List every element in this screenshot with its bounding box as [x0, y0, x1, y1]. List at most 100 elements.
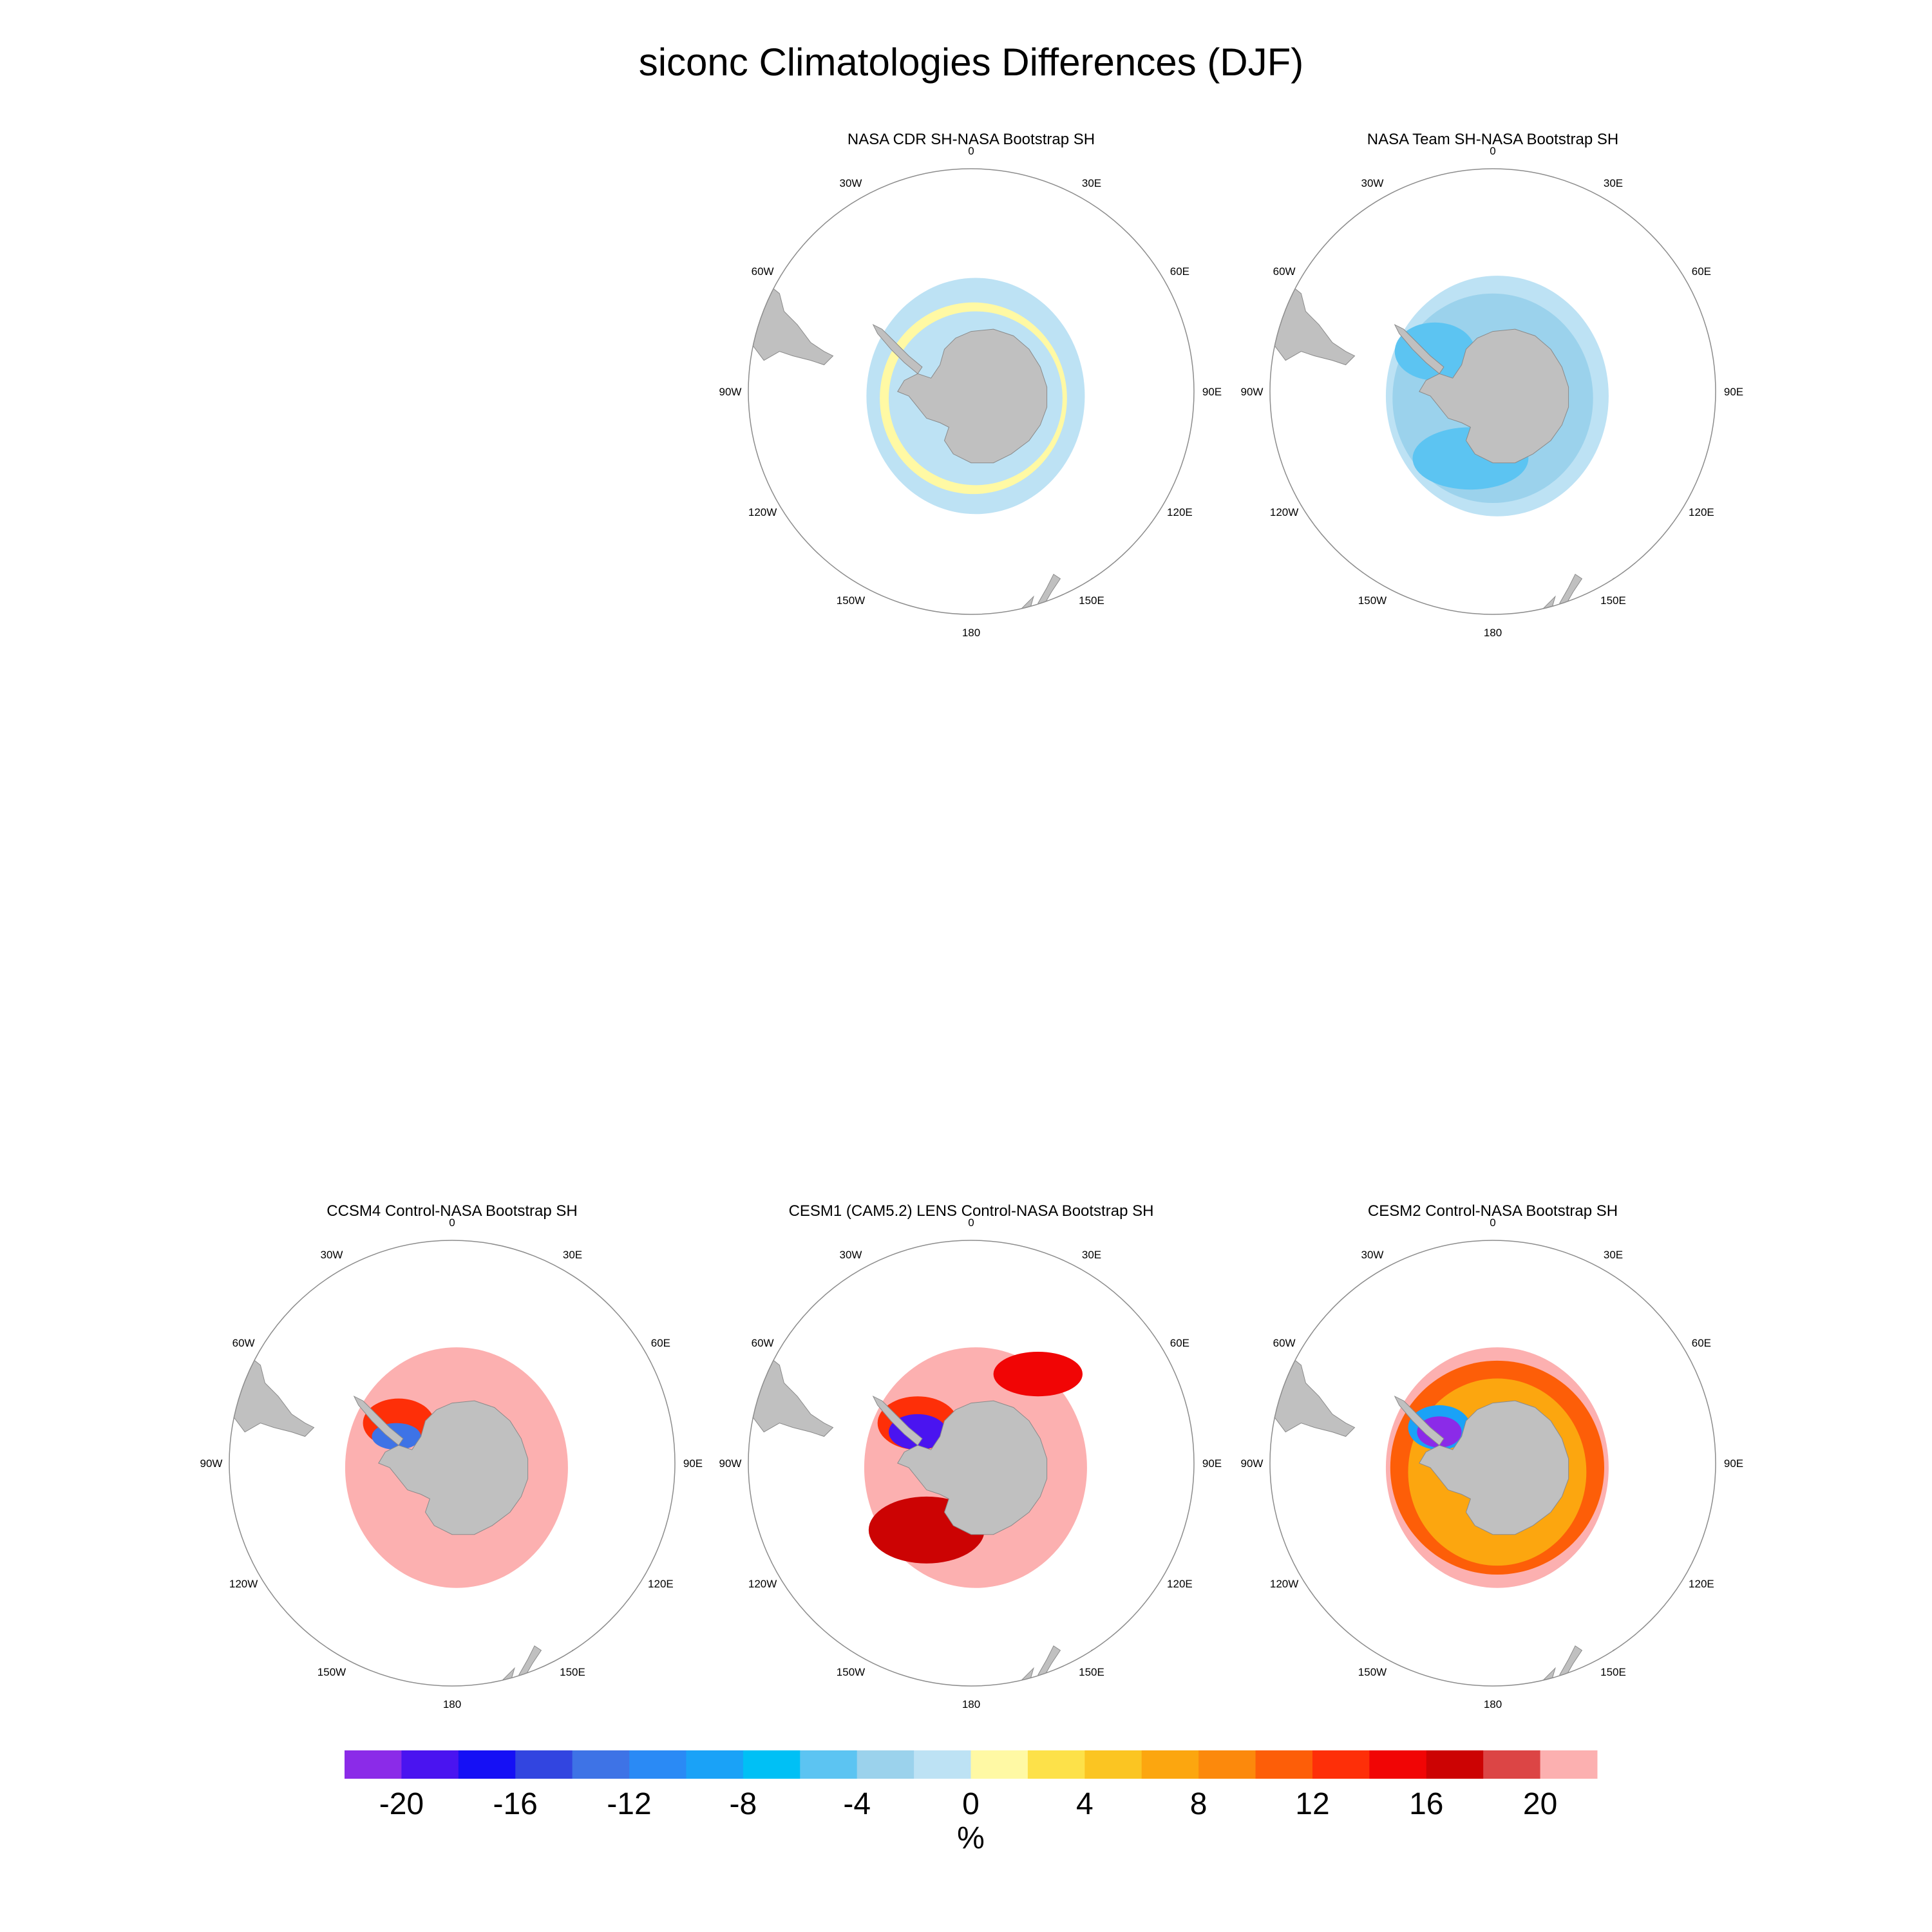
colorbar-tick-label: 20 — [1523, 1787, 1557, 1821]
longitude-label: 90E — [683, 1457, 703, 1470]
longitude-label: 60W — [752, 265, 774, 278]
map-panel: CESM1 (CAM5.2) LENS Control-NASA Bootstr… — [719, 1202, 1222, 1710]
longitude-label: 150E — [560, 1666, 585, 1678]
colorbar-swatch — [800, 1750, 858, 1779]
colorbar-swatch — [345, 1750, 402, 1779]
colorbar-swatch — [1141, 1750, 1199, 1779]
longitude-label: 150E — [1079, 594, 1104, 607]
longitude-label: 150W — [837, 594, 865, 607]
south-america-landmass — [750, 284, 834, 366]
longitude-label: 60E — [651, 1337, 670, 1349]
sea-ice-difference-band — [1394, 322, 1475, 381]
south-america-landmass — [1271, 284, 1356, 366]
colorbar-swatch — [1312, 1750, 1370, 1779]
colorbar-swatch — [686, 1750, 744, 1779]
map-panel: CCSM4 Control-NASA Bootstrap SH0 30E 60E 90… — [200, 1202, 703, 1710]
longitude-label: 30W — [1361, 1249, 1384, 1261]
map-frame — [748, 168, 1195, 615]
map-frame — [1269, 168, 1716, 615]
longitude-label: 120W — [229, 1578, 258, 1590]
longitude-label: 0 — [968, 1217, 974, 1229]
figure-title: siconc Climatologies Differences (DJF) — [639, 41, 1304, 84]
longitude-label: 30W — [840, 1249, 862, 1261]
longitude-label: 90E — [1202, 1457, 1222, 1470]
longitude-label: 120W — [1270, 1578, 1298, 1590]
longitude-label: 0 — [968, 145, 974, 157]
longitude-label: 180 — [962, 627, 980, 639]
antarctica-landmass — [1419, 328, 1569, 464]
colorbar-swatch — [515, 1750, 573, 1779]
panel-title: CCSM4 Control-NASA Bootstrap SH — [327, 1202, 577, 1220]
antarctica-landmass — [378, 1400, 529, 1535]
longitude-label: 150E — [1079, 1666, 1104, 1678]
colorbar-swatch — [1540, 1750, 1598, 1779]
longitude-label: 180 — [1484, 1698, 1502, 1710]
colorbar-swatch — [743, 1750, 800, 1779]
antarctic-peninsula — [1394, 1396, 1444, 1446]
longitude-label: 150W — [1358, 1666, 1387, 1678]
panel-title: CESM2 Control-NASA Bootstrap SH — [1368, 1202, 1618, 1220]
map-area — [229, 1240, 675, 1686]
colorbar-swatch — [1255, 1750, 1313, 1779]
map-panel: NASA CDR SH-NASA Bootstrap SH0 30E 60E 90E 1… — [719, 131, 1222, 639]
longitude-label: 60W — [1273, 265, 1296, 278]
longitude-label: 150E — [1600, 1666, 1626, 1678]
longitude-label: 30E — [1082, 1249, 1101, 1261]
longitude-label: 90E — [1202, 386, 1222, 398]
longitude-label: 150W — [1358, 594, 1387, 607]
antarctica-landmass — [897, 328, 1048, 464]
antarctica-landmass — [897, 1400, 1048, 1535]
longitude-label: 120W — [748, 506, 777, 518]
colorbar: -20 -16 -12 -8 -4 0 4 8 12 16 20% — [345, 1750, 1598, 1855]
longitude-label: 90E — [1724, 1457, 1743, 1470]
longitude-label: 30W — [321, 1249, 343, 1261]
colorbar-swatch — [572, 1750, 630, 1779]
longitude-label: 30W — [840, 177, 862, 189]
map-panel: CESM2 Control-NASA Bootstrap SH0 30E 60E 90… — [1241, 1202, 1744, 1710]
colorbar-swatch — [1027, 1750, 1085, 1779]
longitude-label: 60W — [752, 1337, 774, 1349]
colorbar-swatch — [1426, 1750, 1484, 1779]
longitude-label: 120E — [648, 1578, 674, 1590]
map-frame — [748, 1240, 1195, 1687]
sea-ice-difference-band — [993, 1352, 1083, 1397]
antarctic-peninsula — [872, 324, 923, 375]
longitude-label: 30E — [563, 1249, 582, 1261]
longitude-label: 0 — [1490, 1217, 1495, 1229]
longitude-label: 30E — [1604, 177, 1623, 189]
colorbar-tick-label: -12 — [607, 1787, 651, 1821]
longitude-label: 120W — [748, 1578, 777, 1590]
colorbar-swatch — [914, 1750, 971, 1779]
longitude-label: 150W — [837, 1666, 865, 1678]
longitude-label: 90W — [200, 1457, 223, 1470]
colorbar-swatch — [629, 1750, 687, 1779]
longitude-label: 120W — [1270, 506, 1298, 518]
longitude-label: 60W — [232, 1337, 255, 1349]
colorbar-tick-label: -20 — [379, 1787, 424, 1821]
longitude-label: 150E — [1600, 594, 1626, 607]
longitude-label: 30E — [1604, 1249, 1623, 1261]
longitude-label: 180 — [962, 1698, 980, 1710]
south-america-landmass — [231, 1356, 315, 1437]
panel-title: CESM1 (CAM5.2) LENS Control-NASA Bootstr… — [789, 1202, 1154, 1220]
longitude-label: 0 — [449, 1217, 455, 1229]
antarctic-peninsula — [1394, 324, 1444, 375]
map-area — [1270, 1240, 1716, 1686]
longitude-label: 60E — [1692, 265, 1711, 278]
colorbar-tick-label: 12 — [1295, 1787, 1329, 1821]
sea-ice-difference-band — [1417, 1416, 1462, 1448]
longitude-label: 60E — [1170, 1337, 1189, 1349]
colorbar-tick-label: 16 — [1409, 1787, 1443, 1821]
longitude-label: 90E — [1724, 386, 1743, 398]
panel-title: NASA CDR SH-NASA Bootstrap SH — [848, 131, 1095, 148]
colorbar-swatch — [1483, 1750, 1541, 1779]
longitude-label: 120E — [1689, 506, 1714, 518]
colorbar-tick-label: -4 — [843, 1787, 871, 1821]
longitude-label: 90W — [1241, 386, 1264, 398]
longitude-label: 60W — [1273, 1337, 1296, 1349]
map-area — [1270, 169, 1716, 614]
colorbar-tick-label: 0 — [962, 1787, 980, 1821]
colorbar-swatch — [458, 1750, 516, 1779]
map-frame — [1269, 1240, 1716, 1687]
